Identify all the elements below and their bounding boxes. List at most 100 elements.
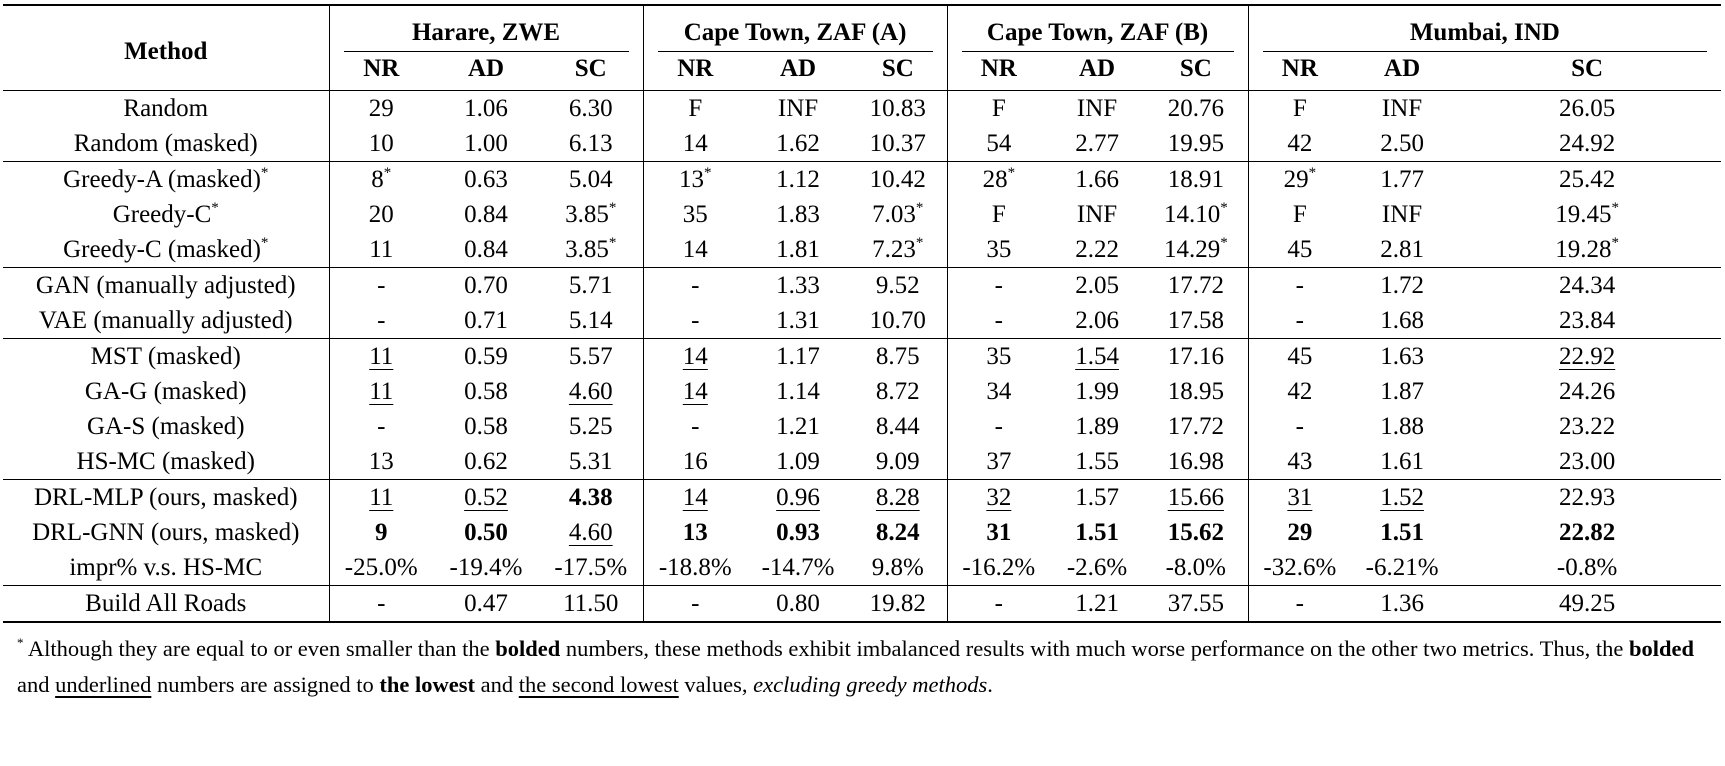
value-cell: 22.82 bbox=[1558, 518, 1616, 546]
metric-header-sc: SC bbox=[881, 55, 914, 82]
value-cell: -32.6% bbox=[1247, 550, 1352, 586]
value-cell: 6.13 bbox=[568, 129, 613, 157]
value-cell: 0.96 bbox=[747, 479, 850, 515]
method-cell: GA-S (masked) bbox=[86, 412, 245, 440]
value-cell: 1.55 bbox=[1075, 447, 1119, 475]
value-cell: 11 bbox=[328, 232, 433, 268]
value-cell: 1.88 bbox=[1380, 412, 1424, 440]
metric-header-sc: SC bbox=[1179, 55, 1212, 82]
value-cell: - bbox=[328, 409, 433, 444]
value-cell: 29 bbox=[328, 90, 433, 126]
value-cell: 14 bbox=[642, 126, 748, 162]
value-cell: 8.28 bbox=[849, 479, 948, 515]
method-cell: DRL-MLP (ours, masked) bbox=[3, 479, 329, 515]
value-cell: 1.51 bbox=[1075, 518, 1119, 546]
value-cell: - bbox=[642, 267, 748, 303]
value-cell: 0.59 bbox=[433, 338, 539, 374]
value-cell: 19.82 bbox=[849, 585, 948, 623]
value-cell: 1.31 bbox=[776, 306, 820, 334]
value-cell: 42 bbox=[1247, 126, 1352, 162]
value-cell: 9 bbox=[328, 515, 433, 550]
value-cell: 1.06 bbox=[433, 90, 539, 126]
value-cell: 7.23* bbox=[872, 234, 924, 263]
method-column-header: Method bbox=[3, 4, 329, 91]
metric-header-ad: AD bbox=[467, 55, 505, 82]
metric-header-nr: NR bbox=[946, 52, 1051, 91]
method-cell: GA-G (masked) bbox=[84, 377, 247, 405]
group-header-harare: Harare, ZWE bbox=[328, 4, 644, 52]
value-cell: 37.55 bbox=[1144, 585, 1249, 623]
metric-header-ad: AD bbox=[779, 55, 817, 82]
method-cell: impr% v.s. HS-MC bbox=[69, 553, 263, 581]
value-cell: 14 bbox=[642, 232, 748, 268]
value-cell: 20.76 bbox=[1144, 90, 1249, 126]
metric-header-nr: NR bbox=[642, 52, 748, 91]
value-cell: 5.14 bbox=[568, 306, 613, 334]
value-cell: 4.38 bbox=[539, 479, 644, 515]
value-cell: -2.6% bbox=[1066, 553, 1128, 581]
value-cell: 7.03* bbox=[872, 199, 924, 228]
value-cell: 6.30 bbox=[539, 90, 644, 126]
method-cell: Greedy-C (masked)* bbox=[63, 234, 269, 263]
value-cell: 35 bbox=[642, 197, 748, 232]
value-cell: 1.61 bbox=[1380, 447, 1424, 475]
value-cell: 11 bbox=[328, 338, 433, 374]
value-cell: 8.72 bbox=[875, 377, 920, 405]
method-cell: DRL-GNN (ours, masked) bbox=[32, 518, 300, 546]
value-cell: -16.2% bbox=[946, 550, 1051, 586]
footnote-text: Although they are equal to or even small… bbox=[23, 636, 496, 661]
value-cell: 0.71 bbox=[464, 306, 508, 334]
method-cell: VAE (manually adjusted) bbox=[38, 306, 293, 334]
group-header-cape-town-b: Cape Town, ZAF (B) bbox=[946, 4, 1249, 52]
value-cell: 54 bbox=[946, 126, 1051, 162]
value-cell: 1.68 bbox=[1380, 306, 1424, 334]
value-cell: -19.4% bbox=[449, 553, 523, 581]
footnote-text: and bbox=[475, 672, 519, 697]
value-cell: 19.95 bbox=[1167, 129, 1224, 157]
value-cell: 13 bbox=[642, 515, 748, 550]
value-cell: 23.00 bbox=[1558, 447, 1616, 475]
results-table: Method Harare, ZWE Cape Town, ZAF (A) Ca… bbox=[3, 4, 1722, 623]
table-row: Greedy-C* 20 0.84 3.85* 35 1.83 7.03* F INF 14.10… bbox=[3, 197, 1721, 232]
value-cell: 22.92 bbox=[1453, 338, 1722, 374]
value-cell: 1.66 bbox=[1050, 161, 1145, 197]
value-cell: 37 bbox=[946, 444, 1051, 480]
table-row: VAE (manually adjusted) -0.71 5.14-1.31 10.… bbox=[3, 303, 1721, 339]
value-cell: 11 bbox=[328, 479, 433, 515]
value-cell: -18.8% bbox=[642, 550, 748, 586]
value-cell: - bbox=[946, 409, 1051, 444]
table-row: DRL-GNN (ours, masked) 9 0.50 4.60 13 0.93 8.2… bbox=[3, 515, 1721, 550]
value-cell: 29* bbox=[1247, 161, 1352, 197]
value-cell: INF bbox=[1351, 90, 1454, 126]
value-cell: 18.95 bbox=[1167, 377, 1224, 405]
value-cell: 0.84 bbox=[464, 235, 508, 263]
table-row: impr% v.s. HS-MC -25.0% -19.4% -17.5% -18.8%… bbox=[3, 550, 1721, 586]
value-cell: 2.05 bbox=[1050, 267, 1145, 303]
value-cell: 19.45* bbox=[1555, 199, 1619, 228]
value-cell: F bbox=[642, 90, 748, 126]
method-cell: Random bbox=[3, 90, 329, 126]
value-cell: 14 bbox=[642, 479, 748, 515]
value-cell: 20 bbox=[328, 197, 433, 232]
footnote-bolded-word: bolded bbox=[1628, 636, 1694, 661]
group-header-cape-town-a: Cape Town, ZAF (A) bbox=[642, 4, 948, 52]
method-cell: Greedy-A (masked)* bbox=[3, 161, 329, 197]
value-cell: 8.44 bbox=[875, 412, 920, 440]
value-cell: 14.29* bbox=[1163, 234, 1228, 263]
value-cell: 1.21 bbox=[776, 412, 820, 440]
value-cell: 14 bbox=[642, 338, 748, 374]
value-cell: 28* bbox=[946, 161, 1051, 197]
table-row: HS-MC (masked) 13 0.62 5.31 16 1.09 9.09 37 1.55… bbox=[3, 444, 1721, 480]
value-cell: 1.36 bbox=[1351, 585, 1454, 623]
value-cell: 8.75 bbox=[849, 338, 948, 374]
value-cell: 2.50 bbox=[1380, 129, 1424, 157]
value-cell: - bbox=[328, 303, 433, 339]
value-cell: - bbox=[946, 267, 1051, 303]
value-cell: 17.16 bbox=[1144, 338, 1249, 374]
value-cell: 24.26 bbox=[1558, 377, 1616, 405]
value-cell: 5.04 bbox=[539, 161, 644, 197]
value-cell: 42 bbox=[1247, 374, 1352, 409]
value-cell: 1.72 bbox=[1351, 267, 1454, 303]
value-cell: - bbox=[946, 585, 1051, 623]
value-cell: 23.22 bbox=[1558, 412, 1616, 440]
